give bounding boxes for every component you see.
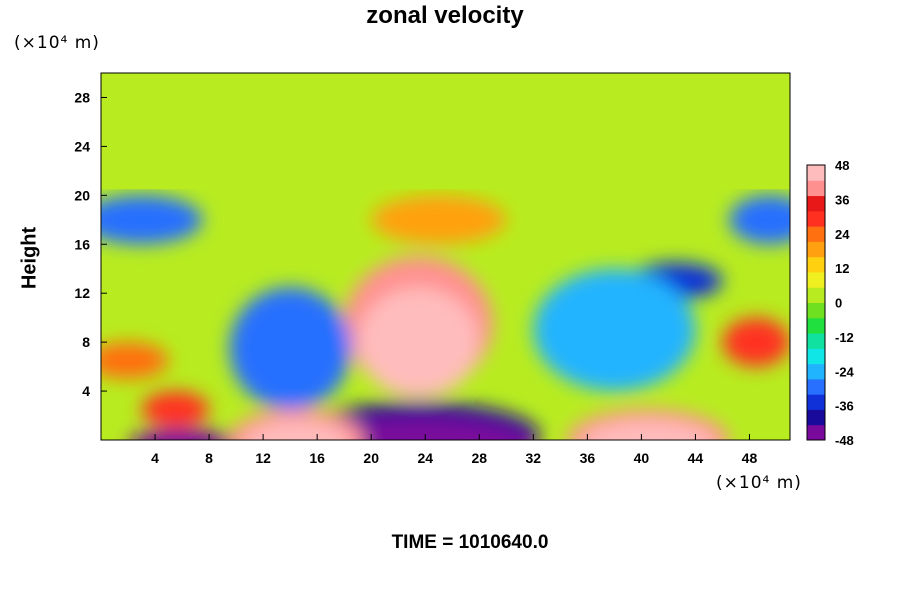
y-unit-label: (×10⁴ m)	[14, 33, 100, 53]
field-feature-1	[357, 287, 480, 398]
colorbar-tick-label: 24	[835, 227, 850, 242]
field-feature-9	[722, 317, 790, 367]
colorbar-segment	[807, 348, 825, 365]
field-feature-10	[101, 342, 169, 379]
x-tick-label: 36	[580, 450, 596, 466]
y-tick-label: 4	[82, 383, 90, 399]
x-tick-label: 28	[471, 450, 487, 466]
y-tick-label: 20	[74, 187, 90, 203]
x-tick-label: 40	[634, 450, 650, 466]
field-feature-5	[533, 268, 696, 392]
colorbar-segment	[807, 256, 825, 273]
colorbar-tick-label: 0	[835, 296, 842, 311]
time-label: TIME = 1010640.0	[391, 532, 549, 553]
heatmap-field	[101, 73, 790, 440]
field-feature-8	[371, 195, 507, 245]
colorbar-segment	[807, 180, 825, 197]
colorbar: 48 36 24 12 0 -12 -24 -36 -48	[806, 158, 855, 448]
colorbar-segment	[807, 394, 825, 410]
y-axis-ticks: 4 8 12 16 20 24 28	[74, 89, 107, 399]
y-tick-label: 28	[74, 89, 90, 105]
colorbar-segment	[807, 363, 825, 380]
colorbar-tick-label: 36	[835, 192, 849, 207]
colorbar-segment	[807, 226, 825, 242]
x-unit-label: (×10⁴ m)	[716, 473, 802, 493]
colorbar-segment	[807, 210, 825, 227]
x-tick-label: 44	[688, 450, 704, 466]
colorbar-frame	[806, 164, 826, 441]
colorbar-segment	[807, 195, 825, 212]
upper-uniform-region	[101, 73, 790, 190]
y-tick-label: 8	[82, 334, 90, 350]
colorbar-tick-label: 48	[835, 158, 849, 173]
colorbar-segment	[807, 424, 825, 441]
colorbar-segment	[807, 409, 825, 426]
x-tick-label: 24	[417, 450, 433, 466]
x-tick-label: 48	[742, 450, 758, 466]
field-feature-18	[581, 420, 715, 440]
x-tick-label: 12	[255, 450, 271, 466]
chart-title: zonal velocity	[366, 2, 524, 29]
colorbar-segment	[807, 165, 825, 181]
colorbar-tick-label: 12	[835, 261, 849, 276]
colorbar-segment	[807, 241, 825, 258]
x-tick-label: 8	[205, 450, 213, 466]
y-tick-label: 24	[74, 138, 90, 154]
field-features	[101, 195, 790, 440]
field-feature-16	[243, 420, 350, 440]
x-tick-label: 4	[151, 450, 159, 466]
x-tick-label: 16	[309, 450, 325, 466]
colorbar-segment	[807, 302, 825, 319]
colorbar-segment	[807, 317, 825, 334]
colorbar-tick-label: -12	[835, 330, 854, 345]
plot-frame	[100, 72, 791, 441]
field-feature-7	[729, 195, 790, 245]
y-tick-label: 12	[74, 285, 90, 301]
field-feature-11	[141, 391, 210, 428]
colorbar-segment	[807, 333, 825, 349]
y-tick-label: 16	[74, 236, 90, 252]
field-feature-3	[229, 287, 351, 410]
colorbar-tick-label: -24	[835, 364, 855, 379]
colorbar-tick-label: -36	[835, 399, 854, 414]
colorbar-segment	[807, 378, 825, 395]
x-axis-ticks: 4 8 12 16 20 24 28 32 36 40 44 48	[151, 434, 757, 466]
field-feature-14	[129, 428, 235, 440]
colorbar-tick-label: -48	[835, 433, 854, 448]
x-tick-label: 20	[363, 450, 379, 466]
x-tick-label: 32	[526, 450, 542, 466]
colorbar-segment	[807, 287, 825, 303]
field-feature-6	[101, 195, 203, 245]
colorbar-segment	[807, 271, 825, 288]
